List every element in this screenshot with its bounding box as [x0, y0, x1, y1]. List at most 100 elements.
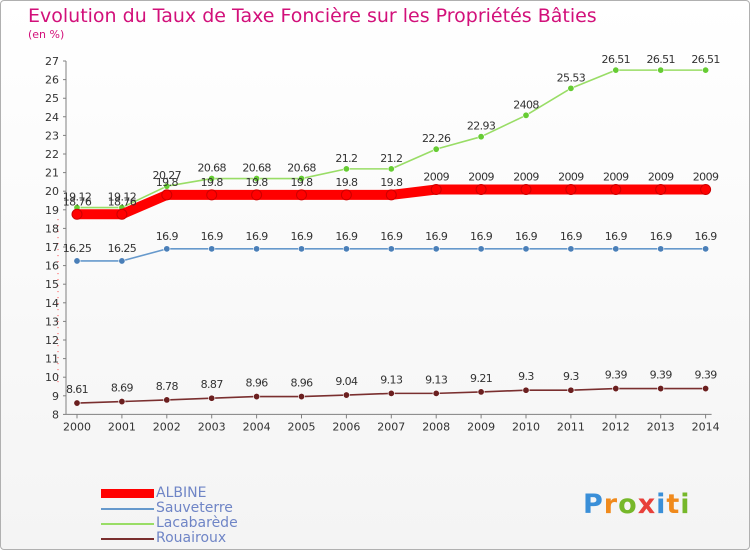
data-label-rouairoux: 8.69 — [111, 382, 134, 395]
data-label-sauveterre: 16.9 — [605, 230, 628, 243]
data-label-lacabarede: 26.51 — [646, 53, 675, 66]
x-tick-label: 2010 — [512, 420, 540, 433]
data-label-lacabarede: 22.26 — [422, 132, 451, 145]
data-label-lacabarede: 26.51 — [691, 53, 720, 66]
data-label-rouairoux: 9.13 — [425, 373, 448, 386]
data-label-lacabarede: 20.68 — [287, 162, 316, 175]
data-label-sauveterre: 16.9 — [470, 230, 493, 243]
data-label-sauveterre: 16.9 — [201, 230, 224, 243]
legend-label: Rouairoux — [156, 530, 227, 546]
data-label-sauveterre: 16.9 — [156, 230, 179, 243]
data-point-sauveterre — [208, 245, 216, 253]
data-point-rouairoux — [432, 389, 440, 397]
data-label-rouairoux: 9.39 — [605, 369, 628, 382]
y-tick-label: 10 — [45, 371, 59, 384]
data-point-albine — [340, 189, 352, 201]
data-label-sauveterre: 16.9 — [560, 230, 583, 243]
y-tick-label: 12 — [45, 334, 59, 347]
data-point-lacabarede — [567, 84, 575, 92]
x-tick-label: 2005 — [288, 420, 316, 433]
x-tick-label: 2014 — [692, 420, 720, 433]
data-point-rouairoux — [477, 388, 485, 396]
data-point-rouairoux — [387, 389, 395, 397]
y-tick-label: 11 — [45, 353, 59, 366]
data-point-sauveterre — [163, 245, 171, 253]
data-point-sauveterre — [657, 245, 665, 253]
y-tick-label: 16 — [45, 260, 59, 273]
data-label-albine: 19.8 — [156, 176, 179, 189]
data-label-sauveterre: 16.9 — [246, 230, 269, 243]
data-label-lacabarede: 26.51 — [602, 53, 631, 66]
data-point-albine — [520, 184, 532, 196]
data-label-lacabarede: 21.2 — [380, 152, 402, 165]
logo-letter: i — [680, 489, 691, 520]
data-point-sauveterre — [387, 245, 395, 253]
data-label-sauveterre: 16.25 — [108, 242, 137, 255]
data-label-albine: 19.8 — [380, 176, 403, 189]
y-tick-label: 8 — [52, 408, 59, 421]
data-point-lacabarede — [297, 175, 305, 183]
data-point-sauveterre — [297, 245, 305, 253]
data-point-sauveterre — [253, 245, 261, 253]
x-tick-label: 2003 — [198, 420, 226, 433]
x-tick-label: 2008 — [422, 420, 450, 433]
legend-label: Sauveterre — [156, 500, 233, 516]
y-tick-label: 17 — [45, 241, 59, 254]
data-label-lacabarede: 22.93 — [467, 120, 496, 133]
data-label-lacabarede: 19.12 — [63, 191, 92, 204]
data-point-albine — [161, 189, 173, 201]
x-tick-label: 2004 — [243, 420, 271, 433]
data-label-rouairoux: 8.61 — [66, 383, 88, 396]
data-label-rouairoux: 8.96 — [246, 377, 269, 390]
data-label-rouairoux: 9.3 — [518, 370, 534, 383]
data-label-lacabarede: 20.68 — [197, 162, 226, 175]
data-label-rouairoux: 9.21 — [470, 372, 492, 385]
chart-title: Evolution du Taux de Taxe Foncière sur l… — [28, 5, 597, 27]
data-label-albine: 19.8 — [290, 176, 313, 189]
data-label-sauveterre: 16.9 — [425, 230, 448, 243]
data-point-albine — [655, 184, 667, 196]
y-tick-label: 14 — [45, 297, 59, 310]
data-label-rouairoux: 9.04 — [335, 375, 358, 388]
data-label-albine: 2009 — [648, 171, 674, 184]
data-point-albine — [430, 184, 442, 196]
data-label-lacabarede: 19.12 — [108, 191, 137, 204]
legend-swatch — [101, 508, 154, 510]
data-label-lacabarede: 20.68 — [242, 162, 271, 175]
y-tick-label: 25 — [45, 92, 59, 105]
data-point-lacabarede — [522, 111, 530, 119]
data-point-sauveterre — [118, 257, 126, 265]
legend-swatch — [101, 489, 154, 498]
legend-swatch — [101, 523, 154, 525]
data-point-sauveterre — [522, 245, 530, 253]
logo-letter: o — [618, 489, 638, 520]
data-point-sauveterre — [342, 245, 350, 253]
data-label-albine: 2009 — [558, 171, 584, 184]
data-label-rouairoux: 9.39 — [695, 369, 718, 382]
y-tick-label: 13 — [45, 315, 59, 328]
data-label-rouairoux: 9.3 — [563, 370, 579, 383]
data-point-albine — [475, 184, 487, 196]
data-point-sauveterre — [702, 245, 710, 253]
data-label-albine: 18.76 — [63, 195, 92, 208]
y-tick-label: 23 — [45, 129, 59, 142]
logo-letter: x — [637, 489, 657, 520]
data-point-lacabarede — [163, 182, 171, 190]
logo-letter: i — [656, 489, 667, 520]
data-label-sauveterre: 16.9 — [515, 230, 538, 243]
data-label-rouairoux: 8.78 — [156, 380, 179, 393]
data-point-rouairoux — [163, 396, 171, 404]
data-point-rouairoux — [342, 391, 350, 399]
data-point-albine — [296, 189, 307, 201]
y-tick-label: 20 — [45, 185, 59, 198]
data-label-lacabarede: 20.27 — [153, 169, 182, 182]
legend-label: ALBINE — [156, 485, 207, 501]
data-label-sauveterre: 16.9 — [695, 230, 718, 243]
legend-swatch — [101, 538, 154, 540]
x-tick-label: 2012 — [602, 420, 630, 433]
data-label-rouairoux: 9.39 — [650, 369, 673, 382]
data-label-lacabarede: 21.2 — [335, 152, 357, 165]
chart-subtitle: (en %) — [28, 28, 65, 41]
data-point-rouairoux — [657, 385, 665, 393]
